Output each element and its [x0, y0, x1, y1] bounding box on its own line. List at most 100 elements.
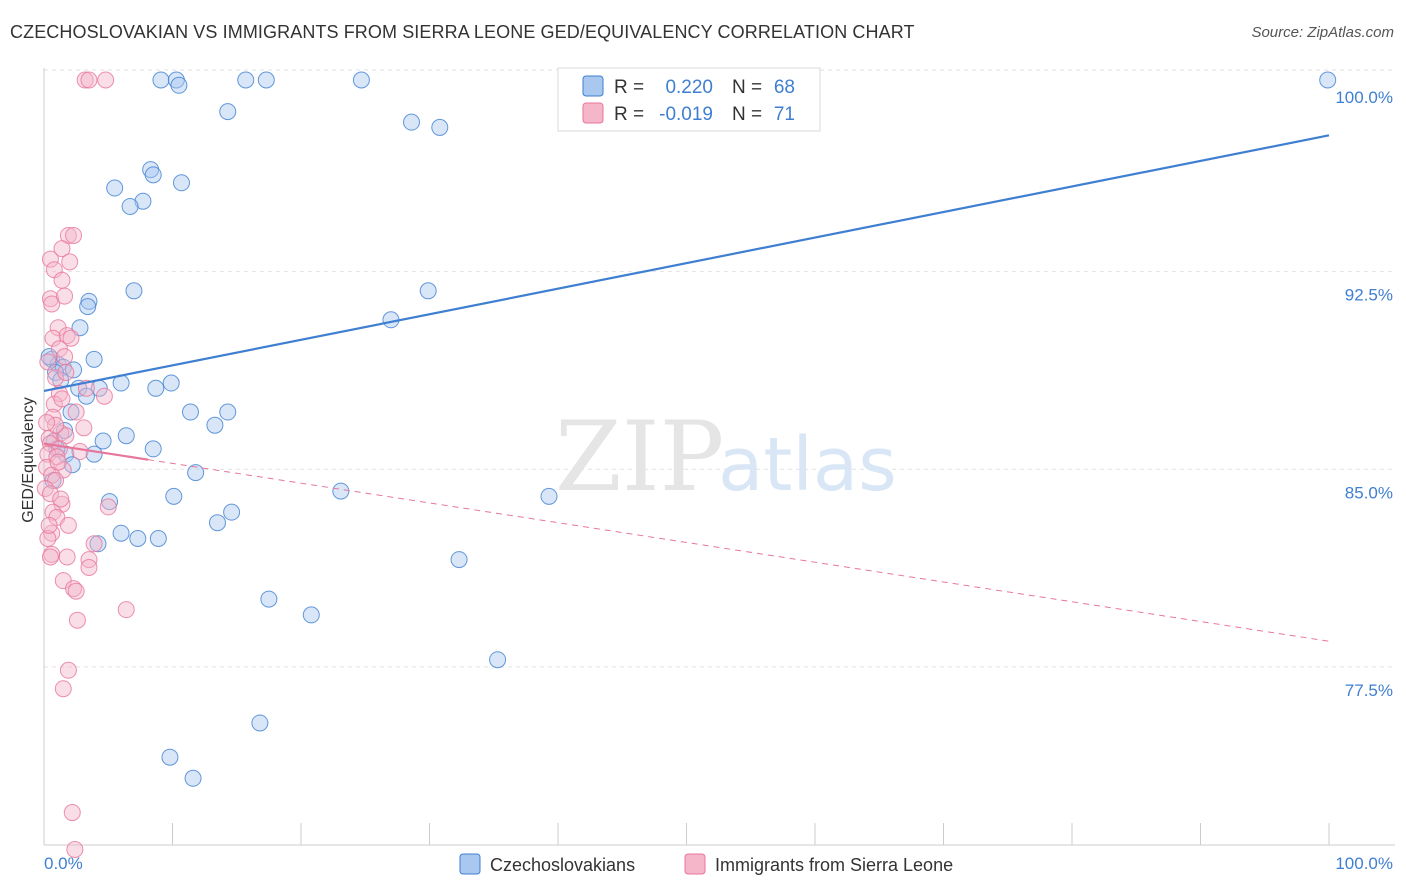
point-sierra-leone: [95, 387, 113, 405]
point-sierra-leone: [53, 271, 71, 289]
point-sierra-leone: [41, 548, 59, 566]
point-czechoslovakians: [302, 606, 320, 624]
point-czechoslovakians: [62, 403, 80, 421]
point-sierra-leone: [49, 453, 67, 471]
point-czechoslovakians: [125, 282, 143, 300]
point-czechoslovakians: [79, 298, 97, 316]
point-sierra-leone: [62, 329, 80, 347]
trend-line-sierra-leone-solid: [43, 442, 149, 461]
point-sierra-leone: [54, 680, 72, 698]
point-czechoslovakians: [117, 427, 135, 445]
point-sierra-leone: [61, 253, 79, 271]
point-czechoslovakians: [161, 748, 179, 766]
bottom-legend-swatch-sierra-leone: [684, 853, 706, 875]
point-czechoslovakians: [101, 493, 119, 511]
point-sierra-leone: [59, 661, 77, 679]
point-sierra-leone: [99, 498, 117, 516]
point-sierra-leone: [39, 353, 57, 371]
point-czechoslovakians: [152, 71, 170, 89]
point-sierra-leone: [80, 71, 98, 89]
point-sierra-leone: [56, 348, 74, 366]
legend-swatch-czechoslovakians: [582, 75, 604, 97]
point-czechoslovakians: [257, 71, 275, 89]
point-sierra-leone: [67, 403, 85, 421]
point-czechoslovakians: [332, 482, 350, 500]
point-sierra-leone: [43, 295, 61, 313]
point-sierra-leone: [57, 363, 75, 381]
x-tick-label-min: 0.0%: [44, 854, 83, 873]
point-czechoslovakians: [149, 530, 167, 548]
point-sierra-leone: [38, 414, 56, 432]
point-czechoslovakians: [121, 197, 139, 215]
point-czechoslovakians: [85, 350, 103, 368]
watermark-zip: ZIP: [555, 401, 724, 513]
point-sierra-leone: [52, 490, 70, 508]
point-czechoslovakians: [94, 432, 112, 450]
point-czechoslovakians: [181, 403, 199, 421]
y-tick-label: 77.5%: [1345, 681, 1393, 700]
point-czechoslovakians: [540, 487, 558, 505]
point-sierra-leone: [59, 516, 77, 534]
point-czechoslovakians: [134, 192, 152, 210]
point-sierra-leone: [41, 250, 59, 268]
point-sierra-leone: [71, 443, 89, 461]
watermark-atlas: atlas: [718, 422, 897, 508]
point-sierra-leone: [67, 582, 85, 600]
point-sierra-leone: [68, 611, 86, 629]
point-czechoslovakians: [251, 714, 269, 732]
legend: R = 0.220 N = 68 R = -0.019 N = 71: [557, 67, 821, 132]
point-sierra-leone: [39, 530, 57, 548]
point-czechoslovakians: [419, 282, 437, 300]
point-sierra-leone: [41, 290, 59, 308]
legend-n-label-blue: N =: [732, 77, 762, 98]
point-sierra-leone: [36, 479, 54, 497]
point-czechoslovakians: [106, 179, 124, 197]
x-ticks: [43, 823, 1330, 845]
point-sierra-leone: [80, 558, 98, 576]
legend-n-label-pink: N =: [732, 104, 762, 125]
point-czechoslovakians: [237, 71, 255, 89]
point-czechoslovakians: [63, 456, 81, 474]
point-czechoslovakians: [184, 769, 202, 787]
trend-line-sierra-leone-dashed: [148, 459, 1330, 642]
point-sierra-leone: [75, 419, 93, 437]
legend-r-label-blue: R =: [614, 77, 644, 98]
point-czechoslovakians: [144, 440, 162, 458]
chart-title: CZECHOSLOVAKIAN VS IMMIGRANTS FROM SIERR…: [10, 22, 915, 42]
source-credit: Source: ZipAtlas.com: [1251, 24, 1394, 41]
point-czechoslovakians: [162, 374, 180, 392]
trend-line-czechoslovakians: [43, 134, 1330, 393]
point-czechoslovakians: [208, 514, 226, 532]
point-sierra-leone: [117, 601, 135, 619]
point-czechoslovakians: [144, 166, 162, 184]
point-sierra-leone: [76, 71, 94, 89]
legend-swatch-sierra-leone: [582, 102, 604, 124]
point-sierra-leone: [85, 535, 103, 553]
point-sierra-leone: [53, 240, 71, 258]
point-czechoslovakians: [260, 590, 278, 608]
point-sierra-leone: [44, 329, 62, 347]
legend-r-value-pink: -0.019: [659, 104, 713, 125]
y-tick-label: 92.5%: [1345, 286, 1393, 305]
point-sierra-leone: [58, 548, 76, 566]
point-czechoslovakians: [1319, 71, 1337, 89]
point-sierra-leone: [47, 369, 65, 387]
point-sierra-leone: [56, 287, 74, 305]
bottom-legend: Czechoslovakians Immigrants from Sierra …: [459, 853, 953, 875]
point-sierra-leone: [65, 580, 83, 598]
x-tick-label-max: 100.0%: [1335, 854, 1393, 873]
legend-r-label-pink: R =: [614, 104, 644, 125]
bottom-legend-swatch-czechoslovakians: [459, 853, 481, 875]
point-sierra-leone: [40, 516, 58, 534]
point-sierra-leone: [41, 485, 59, 503]
y-tick-labels: 100.0% 92.5% 85.0% 77.5%: [1335, 88, 1393, 700]
point-czechoslovakians: [450, 551, 468, 569]
series-czechoslovakians: [40, 71, 1337, 787]
point-czechoslovakians: [219, 403, 237, 421]
point-czechoslovakians: [172, 174, 190, 192]
trend-lines: [43, 134, 1330, 642]
y-tick-label: 85.0%: [1345, 483, 1393, 502]
axes: [43, 68, 1395, 846]
point-sierra-leone: [53, 390, 71, 408]
